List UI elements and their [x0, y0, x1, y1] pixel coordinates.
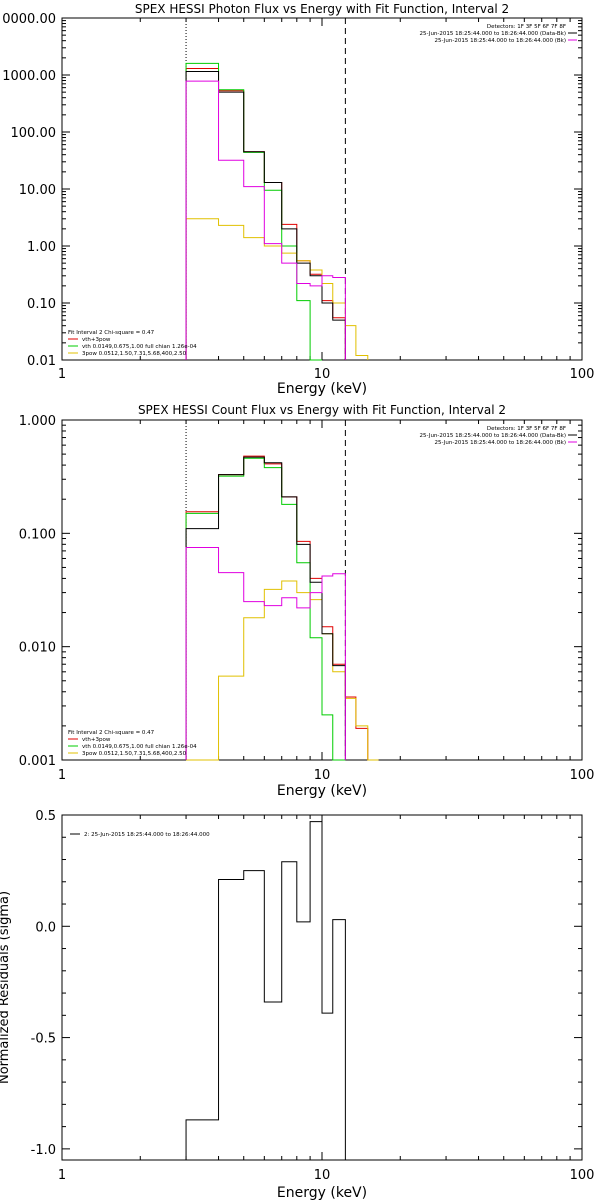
- y-tick-label: 0.001: [19, 754, 56, 769]
- x-tick-label: 100: [570, 367, 595, 382]
- legend-text: 25-Jun-2015 18:25:44.000 to 18:26:44.000…: [420, 31, 566, 37]
- y-tick-label: 10.00: [19, 183, 56, 198]
- x-axis-label: Energy (keV): [277, 381, 367, 397]
- x-tick-label: 1: [58, 367, 66, 382]
- chart-panel-3: 1 10 100 -1.0 -0.5 0.0 0.5 Energy (keV) Normaliz…: [0, 809, 594, 1200]
- y-tick-label: 0.100: [19, 527, 56, 542]
- series-line-2: [185, 62, 322, 361]
- x-tick-label: 10: [314, 1168, 331, 1183]
- chart-panel-2: SPEX HESSI Count Flux vs Energy with Fit…: [19, 403, 595, 799]
- legend-text: Fit Interval 2 Chi-square = 0.47: [68, 330, 155, 336]
- x-axis-label: Energy (keV): [277, 783, 367, 799]
- legend-text: 3pow 0.0512,1.50,7.31,5.68,400,2.50: [82, 751, 187, 757]
- series-line-4: [185, 71, 346, 360]
- x-tick-label: 1: [58, 768, 66, 783]
- legend-text: Detectors: 1F 3F 5F 6F 7F 8F: [487, 24, 566, 30]
- series-line-3: [186, 580, 379, 761]
- x-tick-label: 10: [314, 367, 331, 382]
- series-line-1: [185, 821, 346, 1160]
- series-line-1: [185, 68, 346, 360]
- y-tick-label: 1.000: [19, 414, 56, 429]
- legend-text: vth+3pow: [82, 337, 111, 343]
- series-line-5: [185, 546, 346, 760]
- y-tick-label: 0000.00: [2, 12, 56, 27]
- y-tick-label: -0.5: [31, 1032, 56, 1047]
- y-tick-label: 0.0: [35, 920, 56, 935]
- axes-frame: [61, 17, 583, 361]
- series-line-4: [185, 456, 346, 760]
- series-line-2: [185, 457, 346, 761]
- legend-text: vth 0.0149,0.675,1.00 full chian 1.26e-0…: [82, 744, 197, 750]
- legend-text: 25-Jun-2015 18:25:44.000 to 18:26:44.000…: [434, 440, 566, 446]
- y-tick-label: 0.010: [19, 641, 56, 656]
- chart-panel-1: SPEX HESSI Photon Flux vs Energy with Fi…: [2, 2, 594, 397]
- y-tick-label: -1.0: [31, 1143, 56, 1158]
- x-tick-label: 100: [570, 768, 595, 783]
- legend-text: vth+3pow: [82, 737, 111, 743]
- y-tick-label: 1.00: [27, 240, 56, 255]
- legend-text: Fit Interval 2 Chi-square = 0.47: [68, 730, 155, 736]
- series-line-1: [185, 455, 379, 761]
- legend-text: 3pow 0.0512,1.50,7.31,5.68,400,2.50: [82, 351, 187, 357]
- y-axis-label: Normalized Residuals (sigma): [0, 891, 12, 1084]
- chart-title: SPEX HESSI Count Flux vs Energy with Fit…: [138, 403, 506, 417]
- series-line-5: [185, 80, 346, 360]
- y-tick-label: 0.5: [35, 809, 56, 824]
- y-tick-label: 100.00: [11, 126, 57, 141]
- x-tick-label: 100: [570, 1168, 595, 1183]
- x-tick-label: 1: [58, 1168, 66, 1183]
- legend-text: vth 0.0149,0.675,1.00 full chian 1.26e-0…: [82, 344, 197, 350]
- legend-text: 25-Jun-2015 18:25:44.000 to 18:26:44.000…: [420, 433, 566, 439]
- legend-text: 2: 25-Jun-2015 18:25:44.000 to 18:26:44.…: [84, 832, 210, 838]
- legend-text: 25-Jun-2015 18:25:44.000 to 18:26:44.000…: [434, 38, 566, 44]
- y-tick-label: 1000.00: [2, 69, 56, 84]
- legend-text: Detectors: 1F 3F 5F 6F 7F 8F: [487, 426, 566, 432]
- chart-title: SPEX HESSI Photon Flux vs Energy with Fi…: [135, 2, 509, 16]
- y-tick-label: 0.01: [27, 354, 56, 369]
- y-tick-label: 0.10: [27, 297, 56, 312]
- series-line-3: [185, 218, 369, 360]
- x-tick-label: 10: [314, 768, 331, 783]
- x-axis-label: Energy (keV): [277, 1185, 367, 1200]
